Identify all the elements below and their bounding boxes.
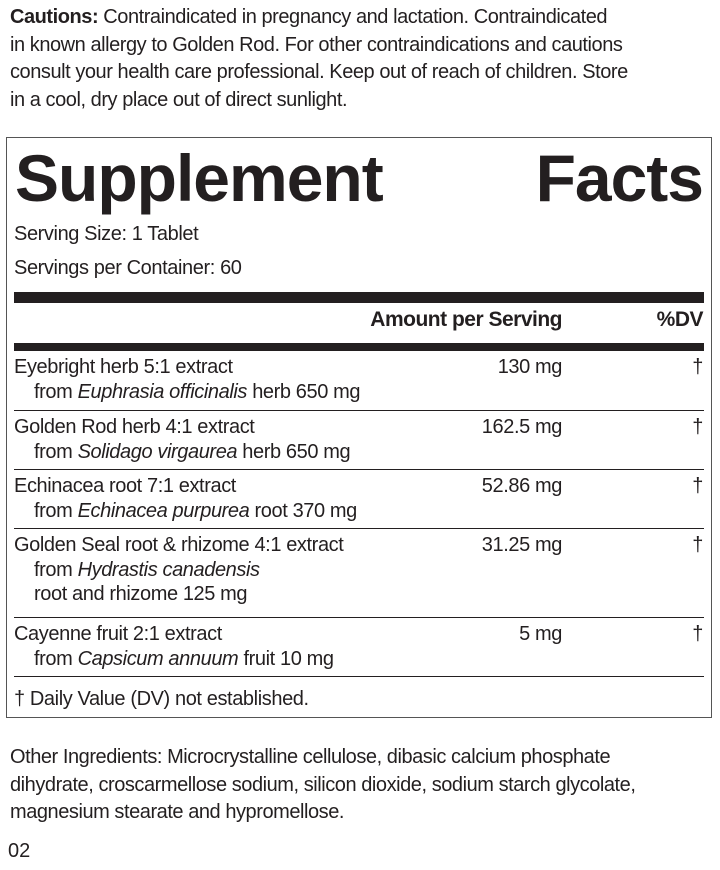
ingredient-name: Echinacea root 7:1 extract [14,475,236,497]
servings-per-container: Servings per Container: 60 [14,257,242,279]
panel-title: Supplement Facts [15,140,704,216]
source-prefix: from [34,647,78,670]
source-detail: fruit 10 mg [238,647,334,670]
ingredient-source: from Hydrastis canadensis [14,558,343,583]
ingredient-source: from Capsicum annuum fruit 10 mg [14,647,334,672]
ingredient-row: Golden Rod herb 4:1 extract from Solidag… [14,411,704,470]
title-word: Facts [535,141,704,215]
ingredient-amount: 52.86 mg [481,475,563,497]
latin-name: Hydrastis canadensis [77,558,260,581]
source-detail: herb 650 mg [237,440,351,463]
cautions-line: in a cool, dry place out of direct sunli… [10,88,348,111]
ingredient-name: Eyebright herb 5:1 extract [14,356,233,378]
other-ingredients: Other Ingredients: Microcrystalline cell… [10,744,636,827]
ingredient-row: Echinacea root 7:1 extract from Echinace… [14,470,704,529]
ingredient-source: from Euphrasia officinalis herb 650 mg [14,380,361,405]
source-prefix: from [34,440,78,463]
latin-name: Capsicum annuum [77,647,239,670]
source-prefix: from [34,558,78,581]
source-prefix: from [34,499,78,522]
ingredient-row: Eyebright herb 5:1 extract from Euphrasi… [14,351,704,411]
cautions-line: Contraindicated in pregnancy and lactati… [98,6,608,28]
dv-header: %DV [656,308,704,331]
cautions-text: Cautions: Contraindicated in pregnancy a… [10,4,628,114]
serving-size: Serving Size: 1 Tablet [14,223,199,245]
source-detail: root 370 mg [249,499,358,522]
ingredient-name: Golden Rod herb 4:1 extract [14,416,255,438]
other-ingredients-line: Other Ingredients: Microcrystalline cell… [10,746,611,768]
source-prefix: from [34,380,78,403]
other-ingredients-line: magnesium stearate and hypromellose. [10,801,344,823]
ingredient-source: from Echinacea purpurea root 370 mg [14,499,357,524]
ingredient-dv: † [692,623,703,645]
footnote: † Daily Value (DV) not established. [14,688,309,710]
ingredient-row: Cayenne fruit 2:1 extract from Capsicum … [14,618,704,677]
ingredient-name: Cayenne fruit 2:1 extract [14,623,222,645]
cautions-label: Cautions: [10,6,99,28]
ingredient-dv: † [692,534,703,556]
ingredient-source: from Solidago virgaurea herb 650 mg [14,440,351,465]
latin-name: Euphrasia officinalis [77,380,248,403]
thick-divider [14,292,704,303]
ingredient-name: Golden Seal root & rhizome 4:1 extract [14,534,344,556]
ingredient-dv: † [692,475,703,497]
supplement-facts-panel: Supplement Facts Serving Size: 1 Tablet S… [6,137,712,718]
other-ingredients-line: dihydrate, croscarmellose sodium, silico… [10,773,636,796]
ingredient-dv: † [692,416,703,438]
title-word: Supplement [15,141,384,215]
amount-per-serving-header: Amount per Serving [370,308,562,331]
ingredient-amount: 162.5 mg [481,416,563,438]
cautions-line: in known allergy to Golden Rod. For othe… [10,33,623,56]
cautions-line: consult your health care professional. K… [10,61,628,83]
thick-divider [14,343,704,351]
ingredient-dv: † [692,356,703,378]
latin-name: Echinacea purpurea [77,499,250,522]
ingredient-amount: 31.25 mg [481,534,563,556]
source-detail: root and rhizome 125 mg [34,583,248,605]
ingredient-amount: 5 mg [519,623,562,645]
latin-name: Solidago virgaurea [77,440,238,463]
page-code: 02 [8,840,31,862]
ingredient-amount: 130 mg [497,356,563,378]
ingredient-row: Golden Seal root & rhizome 4:1 extract f… [14,529,704,618]
source-detail: herb 650 mg [247,380,361,403]
